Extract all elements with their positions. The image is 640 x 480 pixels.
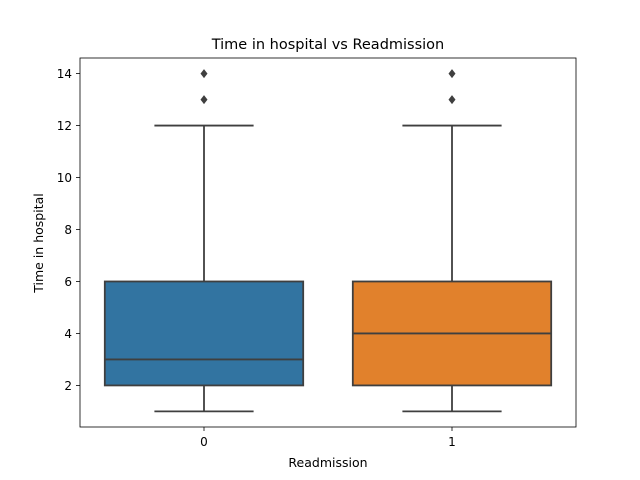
y-tick-label: 10	[57, 171, 72, 185]
plot-area	[103, 69, 553, 413]
x-tick-label: 1	[448, 435, 456, 449]
outlier-point	[200, 69, 208, 79]
outlier-point	[448, 69, 456, 79]
y-tick-label: 14	[57, 67, 72, 81]
y-tick-label: 4	[64, 327, 72, 341]
chart-title: Time in hospital vs Readmission	[211, 37, 445, 53]
y-axis: 2 4 6 8 10 12 14	[57, 67, 80, 393]
y-tick-label: 8	[64, 223, 72, 237]
outlier-point	[448, 95, 456, 105]
box-group-1	[351, 69, 553, 413]
y-axis-label: Time in hospital	[31, 193, 46, 293]
x-axis-label: Readmission	[288, 455, 367, 470]
iqr-box	[103, 280, 305, 387]
y-tick-label: 6	[64, 275, 72, 289]
box-group-0	[103, 69, 305, 413]
axes-frame	[79, 57, 577, 428]
x-tick-label: 0	[200, 435, 208, 449]
y-tick-label: 2	[64, 379, 72, 393]
y-tick-label: 12	[57, 119, 72, 133]
outlier-point	[200, 95, 208, 105]
